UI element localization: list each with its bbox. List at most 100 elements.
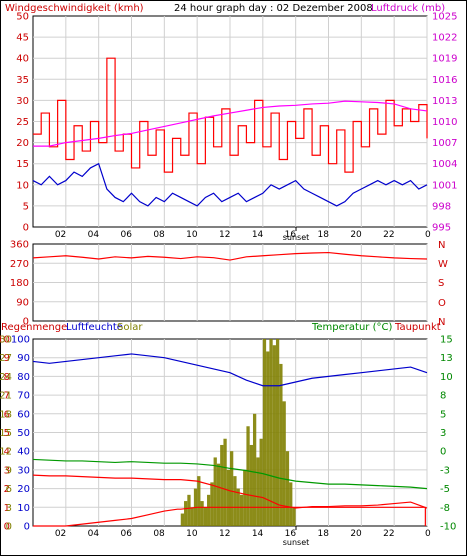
solar-bar bbox=[249, 444, 253, 526]
direction-axis-tick: 360 bbox=[10, 240, 29, 251]
dir-label-4: N bbox=[438, 317, 445, 328]
solar-bar bbox=[197, 476, 201, 526]
wind-xtick: 06 bbox=[121, 230, 133, 240]
solar-bar bbox=[282, 401, 286, 526]
solar-bar bbox=[210, 482, 214, 526]
temperature-line bbox=[32, 458, 428, 490]
solar-bar bbox=[289, 482, 293, 526]
pressure-axis-tick: 1022 bbox=[432, 33, 457, 44]
solar-bar bbox=[180, 513, 185, 526]
sunset-label-bottom: sunset bbox=[283, 538, 310, 547]
wind-axis-tick: 10 bbox=[16, 180, 29, 191]
rain-axis-tick: 6 bbox=[4, 409, 10, 420]
humidity-line bbox=[32, 353, 428, 387]
solar-axis-tick: 3 bbox=[6, 503, 12, 514]
direction-axis-tick: 90 bbox=[16, 297, 29, 308]
wind-legend: Windgeschwindigkeit (kmh) bbox=[5, 3, 144, 14]
solar-bar bbox=[279, 363, 283, 526]
solar-axis-tick: 18 bbox=[0, 409, 12, 420]
wind-xtick: 0 bbox=[425, 230, 431, 240]
climate-xtick: 12 bbox=[219, 529, 230, 539]
wind-xtick: 12 bbox=[219, 230, 230, 240]
direction-axis-tick: 0 bbox=[23, 317, 29, 328]
humidity-axis-tick: 20 bbox=[17, 484, 30, 495]
humidity-axis-tick: 50 bbox=[17, 428, 30, 439]
rain-axis-tick: 0 bbox=[4, 522, 10, 533]
solar-bar bbox=[239, 494, 244, 526]
wind-axis-tick: 5 bbox=[23, 201, 29, 212]
wind-mean-line bbox=[32, 162, 428, 207]
climate-xtick: 0 bbox=[425, 529, 431, 539]
temp-axis-tick: 3 bbox=[440, 428, 446, 439]
dewpoint-line bbox=[32, 474, 428, 509]
sunset-label-top: sunset bbox=[283, 233, 310, 242]
humidity-legend: Luftfeuchte bbox=[66, 322, 123, 333]
climate-xtick: 08 bbox=[153, 529, 165, 539]
pressure-legend: Luftdruck (mb) bbox=[371, 3, 445, 14]
dir-label-0: N bbox=[438, 240, 445, 251]
wind-axis-tick: 20 bbox=[16, 138, 29, 149]
solar-bar bbox=[223, 438, 227, 526]
dir-label-1: W bbox=[438, 259, 448, 270]
solar-axis-tick: 6 bbox=[6, 484, 12, 495]
temp-axis-tick: 10 bbox=[440, 372, 453, 383]
wind-xtick: 20 bbox=[350, 230, 362, 240]
dewpoint-legend: Taupunkt bbox=[394, 322, 441, 333]
humidity-axis-tick: 30 bbox=[17, 465, 30, 476]
wind-xtick: 02 bbox=[55, 230, 66, 240]
solar-bar bbox=[233, 476, 237, 526]
pressure-axis-tick: 995 bbox=[432, 223, 451, 234]
pressure-axis-tick: 1004 bbox=[432, 159, 457, 170]
solar-bar bbox=[243, 469, 247, 526]
wind-xtick: 14 bbox=[252, 230, 264, 240]
rain-axis-tick: 5 bbox=[4, 428, 10, 439]
humidity-axis-tick: 0 bbox=[24, 522, 30, 533]
solar-legend: Solar bbox=[117, 322, 143, 333]
solar-bar bbox=[213, 457, 217, 526]
solar-axis-tick: 27 bbox=[0, 353, 12, 364]
wind-xtick: 18 bbox=[318, 230, 330, 240]
solar-axis-tick: 9 bbox=[6, 465, 12, 476]
solar-bar bbox=[216, 463, 221, 526]
temp-axis-tick: -5 bbox=[440, 484, 450, 495]
solar-bar bbox=[207, 494, 211, 526]
dir-label-3: O bbox=[438, 298, 446, 309]
climate-xtick: 04 bbox=[88, 529, 100, 539]
solar-bar bbox=[275, 339, 280, 526]
solar-bar bbox=[187, 494, 191, 526]
wind-axis-tick: 30 bbox=[16, 96, 29, 107]
temp-axis-tick: 5 bbox=[440, 409, 446, 420]
pressure-axis-tick: 1013 bbox=[432, 96, 457, 107]
solar-bar bbox=[220, 444, 224, 526]
wind-gust-line bbox=[33, 57, 428, 173]
temp-axis-tick: 0 bbox=[440, 447, 446, 458]
wind-xtick: 04 bbox=[88, 230, 100, 240]
humidity-axis-tick: 100 bbox=[11, 335, 30, 346]
solar-bar bbox=[256, 457, 260, 526]
wind-axis-tick: 50 bbox=[16, 12, 29, 23]
wind-direction-line bbox=[32, 251, 428, 261]
solar-axis-tick: 21 bbox=[0, 391, 12, 402]
solar-bar bbox=[259, 438, 263, 526]
humidity-axis-tick: 60 bbox=[17, 409, 30, 420]
pressure-axis-tick: 1001 bbox=[432, 180, 457, 191]
pressure-axis-tick: 1007 bbox=[432, 138, 457, 149]
climate-xtick: 18 bbox=[318, 529, 330, 539]
wind-axis-tick: 25 bbox=[16, 117, 29, 128]
direction-axis-tick: 270 bbox=[10, 259, 29, 270]
wind-axis-tick: 45 bbox=[16, 33, 29, 44]
humidity-axis-tick: 70 bbox=[17, 391, 30, 402]
temp-axis-tick: -10 bbox=[440, 522, 456, 533]
solar-bar bbox=[246, 426, 250, 526]
solar-axis-tick: 12 bbox=[0, 447, 12, 458]
rain-legend: Regenmenge bbox=[1, 322, 67, 333]
wind-axis-tick: 0 bbox=[23, 223, 29, 234]
pressure-axis-tick: 1025 bbox=[432, 12, 457, 23]
humidity-axis-tick: 80 bbox=[17, 372, 30, 383]
solar-bar bbox=[200, 501, 204, 526]
wind-axis-tick: 40 bbox=[16, 54, 29, 65]
solar-bar bbox=[252, 413, 257, 526]
pressure-axis-tick: 1019 bbox=[432, 54, 457, 65]
wind-xtick: 16 bbox=[285, 230, 297, 240]
rain-axis-tick: 9 bbox=[4, 353, 10, 364]
